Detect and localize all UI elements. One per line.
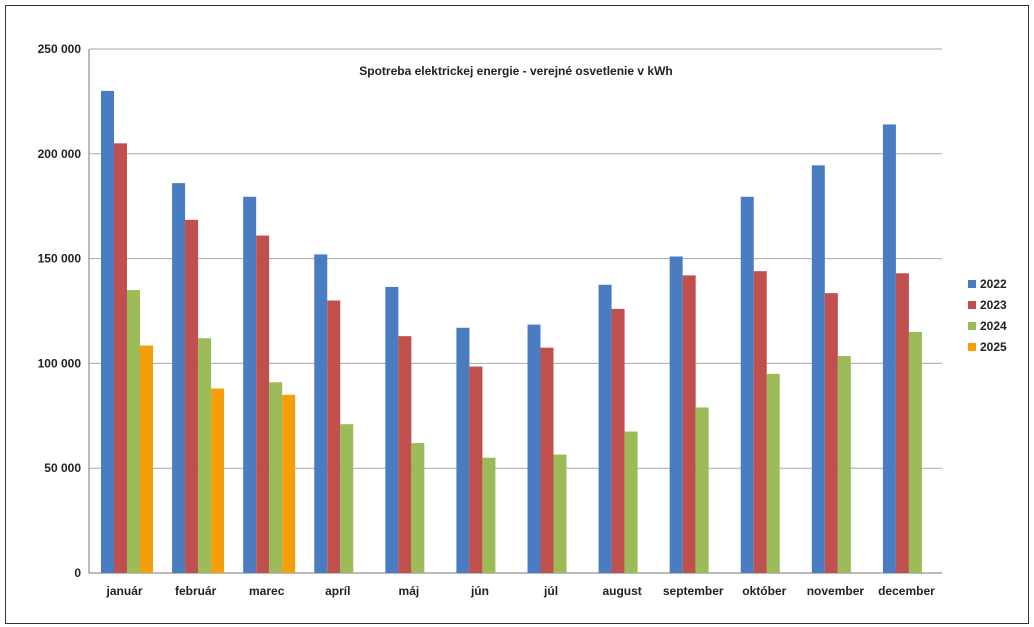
bar-2023-september: [682, 275, 696, 573]
bar-2023-február: [185, 219, 199, 573]
bar-2022-august: [598, 284, 612, 573]
x-tick-label: júl: [543, 584, 558, 598]
bar-2022-apríl: [314, 254, 328, 573]
x-tick-label: jún: [470, 584, 489, 598]
legend-label: 2022: [980, 277, 1007, 291]
bar-2024-apríl: [340, 424, 354, 573]
bar-2023-júl: [540, 347, 554, 573]
bar-chart: január február marec apríl máj jún júl august se…: [38, 42, 1007, 598]
bar-2025-marec: [282, 394, 296, 573]
x-axis-labels: január február marec apríl máj jún júl august se…: [106, 584, 936, 598]
x-tick-label: apríl: [325, 584, 350, 598]
bar-2023-jún: [469, 366, 483, 573]
bar-2024-jún: [482, 457, 496, 573]
legend: 2022 2023 2024 2025: [968, 277, 1007, 354]
bar-2024-december: [908, 331, 922, 573]
bar-2022-júl: [527, 324, 541, 573]
legend-swatch-2025: [968, 343, 976, 351]
bar-2024-marec: [269, 382, 283, 573]
x-tick-label: marec: [249, 584, 285, 598]
x-tick-label: november: [807, 584, 865, 598]
bar-2025-január: [140, 345, 153, 573]
legend-swatch-2023: [968, 301, 976, 309]
bar-2025-február: [211, 388, 225, 573]
bar-2024-január: [127, 290, 140, 573]
bar-2023-október: [753, 271, 767, 573]
y-tick-label: 250 000: [38, 42, 82, 56]
legend-label: 2023: [980, 298, 1007, 312]
bar-2022-február: [172, 183, 186, 574]
bar-2023-január: [114, 143, 127, 573]
x-tick-label: február: [175, 584, 217, 598]
gridlines: [89, 48, 942, 469]
bar-2022-január: [101, 90, 114, 574]
bar-2023-december: [895, 273, 909, 573]
bar-2024-august: [624, 431, 638, 573]
bar-2024-február: [198, 338, 212, 573]
bar-2024-júl: [553, 454, 567, 573]
chart-frame: január február marec apríl máj jún júl august se…: [5, 5, 1029, 624]
y-tick-label: 100 000: [38, 356, 82, 370]
bar-2023-august: [611, 308, 625, 573]
y-tick-label: 150 000: [38, 252, 82, 266]
bar-2023-apríl: [327, 300, 341, 573]
bar-2022-október: [740, 196, 754, 573]
bar-2024-máj: [411, 443, 425, 573]
x-tick-label: september: [663, 584, 724, 598]
bar-2023-marec: [256, 235, 270, 573]
bar-2023-november: [824, 293, 838, 573]
bar-2022-marec: [243, 196, 257, 573]
bar-2022-máj: [385, 286, 399, 573]
y-axis-labels: 0 50 000 100 000 150 000 200 000 250 000: [38, 42, 82, 580]
x-tick-label: august: [602, 584, 641, 598]
bar-2022-september: [669, 256, 683, 573]
bar-2022-december: [882, 124, 896, 574]
bar-2024-september: [695, 407, 709, 573]
y-tick-label: 200 000: [38, 147, 82, 161]
bar-2022-november: [811, 165, 825, 573]
x-tick-label: október: [742, 584, 786, 598]
chart-title: Spotreba elektrickej energie - verejné o…: [359, 64, 672, 78]
bar-2024-november: [837, 356, 851, 573]
y-tick-label: 50 000: [44, 461, 81, 475]
bars: [101, 90, 922, 574]
axes: [88, 49, 942, 574]
x-tick-label: január: [106, 584, 143, 598]
legend-swatch-2022: [968, 280, 976, 288]
bar-2024-október: [766, 373, 780, 573]
legend-swatch-2024: [968, 322, 976, 330]
x-tick-label: december: [878, 584, 935, 598]
legend-label: 2024: [980, 319, 1007, 333]
legend-label: 2025: [980, 340, 1007, 354]
bar-2022-jún: [456, 327, 470, 573]
x-tick-label: máj: [399, 584, 420, 598]
y-tick-label: 0: [74, 566, 81, 580]
bar-2023-máj: [398, 336, 412, 573]
